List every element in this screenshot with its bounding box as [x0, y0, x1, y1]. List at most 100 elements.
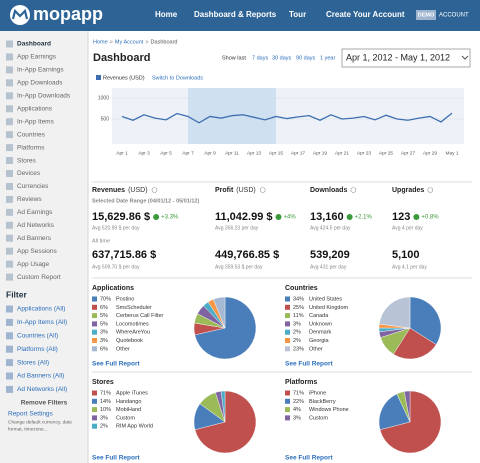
legend-swatch: [285, 407, 290, 413]
legend-percent: 11%: [293, 313, 304, 319]
nav-link[interactable]: Create Your Account: [326, 10, 405, 19]
menu-item[interactable]: Platforms: [17, 144, 45, 151]
legend-percent: 3%: [100, 338, 108, 344]
range-link[interactable]: 7 days: [252, 55, 268, 61]
full-report-link[interactable]: See Full Report: [92, 455, 141, 462]
metric-change: +0.8%: [421, 215, 439, 221]
x-tick-label: Apr 23: [357, 150, 371, 156]
filter-item[interactable]: Platforms (All): [17, 346, 58, 353]
plot-area: [112, 88, 464, 144]
pie-slice: [393, 327, 437, 360]
nav-link[interactable]: Tour: [289, 10, 306, 19]
menu-item[interactable]: App Usage: [17, 261, 50, 268]
y-tick-label: 500: [101, 116, 110, 122]
filter-item[interactable]: Countries (All): [17, 333, 58, 340]
menu-icon: [6, 40, 13, 48]
menu-item[interactable]: Reviews: [17, 196, 42, 203]
filter-item[interactable]: Stores (All): [17, 359, 49, 366]
legend-label: Denmark: [309, 330, 332, 336]
legend-label: Cerberus Call Filter: [116, 313, 164, 319]
legend-label: Apple iTunes: [116, 390, 148, 396]
menu-icon: [6, 170, 13, 177]
menu-icon: [6, 79, 13, 87]
pie-title: Countries: [285, 285, 318, 292]
filter-item[interactable]: Ad Banners (All): [17, 373, 64, 380]
demo-badge: [416, 10, 436, 20]
menu-icon: [6, 208, 13, 216]
menu-item[interactable]: Dashboard: [17, 41, 51, 48]
remove-filters[interactable]: Remove Filters: [21, 400, 68, 407]
menu-item[interactable]: App Downloads: [17, 80, 63, 87]
legend-label: Custom: [116, 415, 135, 421]
filter-icon: [6, 305, 13, 313]
date-dropdown[interactable]: [341, 48, 471, 68]
x-tick-label: Apr 11: [225, 150, 239, 156]
filter-icon: [6, 372, 13, 380]
menu-item[interactable]: In-App Items: [17, 118, 55, 125]
legend-percent: 3%: [100, 415, 108, 421]
legend-label: WhereAreYou: [116, 330, 150, 336]
menu-item[interactable]: App Sessions: [17, 248, 57, 255]
metric-total-avg: Avg 431 per day: [310, 264, 347, 270]
menu-item[interactable]: Countries: [17, 131, 46, 138]
date-range: Apr 1, 2012 - May 1, 2012: [346, 52, 450, 62]
menu-item[interactable]: In-App Earnings: [17, 67, 64, 74]
breadcrumb-item[interactable]: Home: [93, 39, 108, 45]
legend-swatch: [92, 296, 97, 302]
x-tick-label: Apr 3: [138, 150, 150, 156]
menu-item[interactable]: Ad Networks: [17, 222, 55, 229]
range-link[interactable]: 1 year: [320, 55, 335, 61]
breadcrumb-item[interactable]: My Account: [115, 39, 144, 45]
full-report-link[interactable]: See Full Report: [92, 361, 141, 368]
menu-icon: [6, 157, 13, 165]
full-report-link[interactable]: See Full Report: [285, 361, 334, 368]
up-icon: [413, 214, 420, 220]
filter-icon: [6, 332, 13, 340]
report-settings[interactable]: Report Settings: [8, 411, 54, 418]
legend-label: Other: [116, 346, 130, 352]
nav-link[interactable]: Home: [155, 10, 178, 19]
y-tick-label: 1000: [98, 95, 109, 101]
menu-item[interactable]: Custom Report: [17, 274, 61, 281]
x-tick-label: Apr 19: [313, 150, 327, 156]
x-tick-label: Apr 15: [269, 150, 283, 156]
filter-item[interactable]: In-App Items (All): [17, 319, 67, 326]
breadcrumb-item: Dashboard: [151, 39, 178, 45]
legend-percent: 14%: [100, 399, 111, 405]
metric-unit: (USD): [128, 187, 147, 194]
x-tick-label: Apr 17: [291, 150, 305, 156]
filter-item[interactable]: Ad Networks (All): [17, 386, 67, 393]
legend-label: Custom: [309, 415, 328, 421]
legend-swatch: [285, 390, 290, 396]
info-icon: [427, 187, 434, 193]
legend-swatch: [92, 423, 97, 429]
account-link[interactable]: ACCOUNT: [439, 13, 469, 19]
menu-item[interactable]: Ad Earnings: [17, 209, 53, 216]
menu-item[interactable]: Devices: [17, 170, 41, 177]
nav-link[interactable]: Dashboard & Reports: [194, 10, 277, 19]
metric-total: 449,766.85 $: [215, 249, 279, 261]
metric-total: 637,715.86 $: [92, 249, 156, 261]
legend-label: United Kingdom: [309, 305, 349, 311]
pie-slice: [378, 393, 411, 430]
legend-label: Georgia: [309, 338, 330, 344]
menu-item[interactable]: Ad Banners: [17, 235, 52, 242]
metric-value: 123: [392, 211, 410, 223]
menu-item[interactable]: App Earnings: [17, 54, 57, 61]
menu-item[interactable]: Applications: [17, 105, 53, 112]
range-link[interactable]: 30 days: [272, 55, 292, 61]
menu-item[interactable]: Stores: [17, 157, 37, 164]
menu-item[interactable]: Currencies: [17, 183, 49, 190]
menu-icon: [6, 273, 13, 281]
legend-swatch: [92, 329, 97, 335]
pie-slice: [194, 390, 257, 454]
legend-percent: 25%: [293, 305, 304, 311]
filter-item[interactable]: Applications (All): [17, 306, 65, 313]
legend-swatch: [92, 304, 97, 310]
menu-item[interactable]: In-App Downloads: [17, 93, 71, 100]
full-report-link[interactable]: See Full Report: [285, 455, 334, 462]
range-link[interactable]: 90 days: [296, 55, 316, 61]
switch-link[interactable]: Switch to Downloads: [152, 75, 203, 81]
revenue-line: [121, 112, 453, 124]
